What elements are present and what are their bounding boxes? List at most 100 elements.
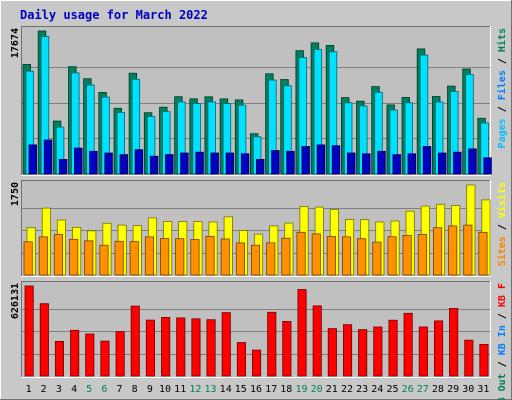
bar-kb-f <box>85 333 95 377</box>
bar-sites <box>220 238 230 276</box>
bar-sites <box>402 234 412 276</box>
day-label: 14 <box>220 384 232 395</box>
day-label: 24 <box>371 384 383 395</box>
bar-pages <box>483 157 492 175</box>
bar-kb-f <box>267 311 277 377</box>
bar-pages <box>180 152 189 175</box>
bar-pages <box>331 145 341 175</box>
bar-sites <box>311 233 321 276</box>
y-max-label: 1750 <box>10 182 21 206</box>
bar-pages <box>346 152 356 175</box>
bar-sites <box>235 242 246 276</box>
bar-sites <box>296 231 306 276</box>
bar-pages <box>74 147 83 175</box>
bar-kb-f <box>161 316 171 377</box>
panels-layer: 17674 Pages / Files / Hits 1750 Sites / Vis… <box>10 26 508 400</box>
bar-pages <box>255 158 265 175</box>
bar-pages <box>271 150 280 175</box>
bar-sites <box>417 233 427 276</box>
legend-entry: / <box>497 218 508 236</box>
bar-kb-f <box>236 342 247 377</box>
bar-kb-f <box>312 305 322 377</box>
bar-pages <box>286 150 295 175</box>
bar-sites <box>99 244 109 276</box>
day-label: 1 <box>26 384 32 395</box>
bar-kb-f <box>115 331 125 377</box>
bar-kb-f <box>388 319 398 377</box>
day-labels: 1 2 3 4 5 6 7 8 9 10 11 12 13 14 15 16 17 18 19 20 21 22 23 24 2… <box>26 384 490 395</box>
bar-sites <box>69 238 79 276</box>
day-label: 4 <box>71 384 77 395</box>
bar-pages <box>407 153 416 175</box>
bar-kb-f <box>100 340 110 377</box>
day-label: 18 <box>280 384 292 395</box>
bar-pages <box>134 149 144 175</box>
day-label: 16 <box>250 384 262 395</box>
bar-kb-f <box>24 285 34 377</box>
bar-kb-f <box>282 320 292 377</box>
y-max-label: 17674 <box>10 28 21 58</box>
side-legend: Pages / Files / Hits <box>496 28 508 148</box>
bar-sites <box>144 236 155 276</box>
bar-sites <box>205 235 215 276</box>
bar-sites <box>250 244 261 276</box>
bar-pages <box>362 153 371 175</box>
day-label: 29 <box>447 384 459 395</box>
bar-sites <box>326 235 336 276</box>
day-label: 11 <box>174 384 186 395</box>
day-label: 19 <box>295 384 307 395</box>
bar-pages <box>43 139 53 175</box>
bar-pages <box>104 152 113 175</box>
bar-sites <box>53 233 63 276</box>
day-label: 15 <box>235 384 247 395</box>
bar-kb-f <box>130 305 140 377</box>
bar-kb-f <box>206 319 216 377</box>
legend-entry: Pages <box>497 118 508 148</box>
bar-kb-f <box>176 317 186 377</box>
bar-sites <box>175 238 185 276</box>
day-label: 21 <box>326 384 338 395</box>
bar-pages <box>225 152 235 175</box>
bar-pages <box>240 153 250 175</box>
day-label: 27 <box>417 384 429 395</box>
day-label: 26 <box>402 384 414 395</box>
bar-kb-f <box>191 318 201 377</box>
bar-pages <box>195 151 204 175</box>
legend-entry: / <box>497 355 508 373</box>
bar-pages <box>301 146 310 175</box>
legend-entry: Visits <box>496 182 508 218</box>
day-label: 23 <box>356 384 368 395</box>
legend-entry: KB F <box>497 283 508 307</box>
side-legend: KB Out / KB In / KB F <box>497 283 508 400</box>
legend-entry: / <box>497 100 508 118</box>
bar-sites <box>281 237 291 276</box>
bar-kb-f <box>433 320 444 377</box>
side-legend: Sites / Visits <box>496 182 508 266</box>
day-label: 28 <box>432 384 444 395</box>
day-label: 7 <box>116 384 122 395</box>
day-label: 10 <box>159 384 171 395</box>
bar-sites <box>129 241 139 276</box>
bar-pages <box>149 155 159 175</box>
day-label: 22 <box>341 384 353 395</box>
bar-sites <box>387 236 397 276</box>
day-label: 5 <box>86 384 92 395</box>
bar-pages <box>422 146 432 175</box>
bar-pages <box>28 144 37 175</box>
bar-kb-f <box>221 312 231 377</box>
bar-kb-f <box>342 324 353 377</box>
legend-entry: Sites <box>496 236 508 266</box>
bar-kb-f <box>145 319 156 377</box>
bar-sites <box>84 240 94 276</box>
bar-sites <box>266 242 276 276</box>
bar-sites <box>372 241 382 276</box>
bar-pages <box>316 144 326 175</box>
bar-pages <box>119 154 128 175</box>
bar-sites <box>190 239 200 276</box>
bar-pages <box>453 151 462 175</box>
chart-title: Daily usage for March 2022 <box>20 8 208 22</box>
bar-kb-f <box>403 312 413 377</box>
